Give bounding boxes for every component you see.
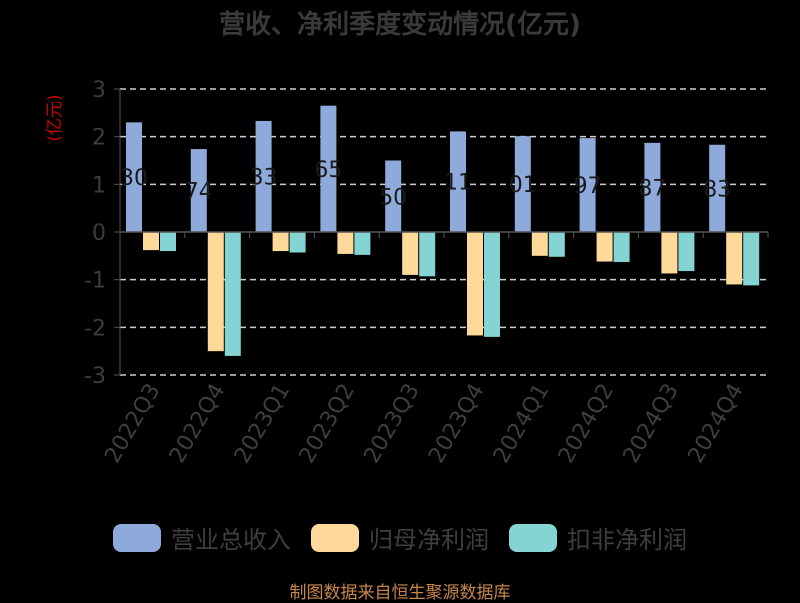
bar (337, 232, 354, 254)
bar (272, 232, 289, 252)
bar (402, 232, 419, 275)
x-tick-label: 2022Q4 (165, 380, 230, 468)
x-tick-label: 2024Q3 (619, 380, 684, 468)
y-tick-label: -2 (84, 316, 106, 341)
y-tick-label: -3 (84, 364, 106, 389)
bar (644, 142, 661, 232)
bar (419, 232, 436, 277)
bar (531, 232, 548, 256)
bar (467, 232, 483, 336)
legend-label: 归母净利润 (369, 526, 489, 554)
bar (190, 149, 207, 232)
data-source-note: 制图数据来自恒生聚源数据库 (289, 583, 511, 603)
x-tick-label: 2023Q3 (359, 380, 424, 468)
x-tick-label: 2023Q4 (424, 380, 489, 468)
bar (385, 160, 402, 232)
bar (289, 232, 306, 253)
bar-data-label: 01 (509, 173, 537, 198)
y-tick-label: 0 (92, 221, 106, 246)
legend-swatch (509, 523, 557, 552)
legend-item-deducted-profit[interactable]: 扣非净利润 (509, 520, 687, 555)
bar-data-label: 33 (250, 165, 278, 190)
y-axis-label: (亿元) (45, 94, 65, 141)
x-tick-label: 2024Q4 (683, 380, 748, 468)
bar (678, 232, 695, 272)
x-tick-label: 2024Q2 (554, 380, 619, 468)
bar (207, 232, 224, 352)
bar (320, 105, 337, 232)
bar (596, 232, 613, 262)
legend-label: 扣非净利润 (567, 526, 687, 554)
bar-data-label: 83 (703, 177, 731, 202)
bar (484, 232, 500, 337)
legend-label: 营业总收入 (171, 526, 291, 554)
bar-data-label: 65 (314, 158, 342, 183)
bar (255, 120, 272, 232)
bar (160, 232, 176, 252)
bar-data-label: 50 (379, 185, 407, 210)
bar (450, 131, 466, 232)
bar (613, 232, 630, 263)
x-tick-label: 2023Q1 (230, 380, 295, 468)
legend-swatch (311, 523, 359, 552)
legend-item-net-profit[interactable]: 归母净利润 (311, 520, 489, 555)
bar-data-label: 11 (444, 171, 472, 196)
bar (579, 138, 596, 232)
x-tick-label: 2023Q2 (295, 380, 360, 468)
bar (661, 232, 678, 274)
axes (114, 88, 769, 376)
y-tick-label: 3 (92, 78, 106, 103)
grid-lines (120, 88, 768, 376)
bar (743, 232, 760, 286)
y-tick-label: 1 (92, 173, 106, 198)
bar (709, 144, 726, 232)
bar (514, 136, 531, 232)
bar (126, 122, 142, 232)
legend-swatch (113, 523, 161, 552)
bar (548, 232, 565, 257)
bar (224, 232, 241, 356)
y-tick-label: -1 (84, 269, 106, 294)
x-tick-label: 2022Q3 (100, 380, 165, 468)
legend-item-revenue[interactable]: 营业总收入 (113, 520, 291, 555)
bars (126, 105, 760, 356)
y-tick-labels: 3 2 1 0 -1 -2 -3 (84, 78, 106, 389)
bar-data-label: 30 (120, 166, 148, 191)
bar-data-labels: 30 74 33 65 50 11 01 97 87 83 (120, 158, 731, 210)
x-tick-label: 2024Q1 (489, 380, 554, 468)
x-tick-labels: 2022Q3 2022Q4 2023Q1 2023Q2 2023Q3 2023Q4 2024… (100, 380, 749, 468)
bar-data-label: 87 (638, 176, 666, 201)
bar-data-label: 97 (574, 174, 602, 199)
legend: 营业总收入 归母净利润 扣非净利润 (0, 520, 800, 555)
chart-title: 营收、净利季度变动情况(亿元) (219, 10, 581, 40)
bar (354, 232, 371, 255)
bar (726, 232, 743, 285)
bar-data-label: 74 (185, 180, 213, 205)
bar (143, 232, 159, 251)
y-tick-label: 2 (92, 126, 106, 151)
